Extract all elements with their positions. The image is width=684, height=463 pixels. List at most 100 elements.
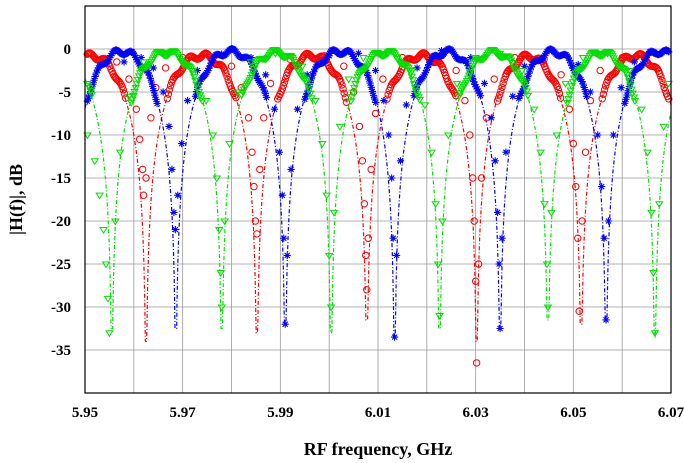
series-1-point bbox=[629, 71, 637, 79]
series-2-point bbox=[335, 123, 345, 131]
series-0-point bbox=[554, 85, 563, 94]
series-2-point bbox=[625, 78, 634, 86]
series-1-point bbox=[365, 75, 373, 83]
series-2-point bbox=[322, 192, 332, 200]
series-1-point bbox=[348, 50, 356, 58]
series-1-point bbox=[170, 208, 178, 216]
series-1-point bbox=[106, 54, 114, 62]
series-2-point bbox=[216, 270, 226, 277]
y-tick-label: -25 bbox=[51, 257, 71, 273]
series-0-point bbox=[334, 73, 343, 81]
series-1-point bbox=[372, 98, 380, 107]
series-1-point bbox=[391, 333, 399, 341]
series-0-point bbox=[371, 109, 380, 118]
series-2-point bbox=[190, 74, 199, 81]
series-2-point bbox=[433, 261, 443, 269]
series-2-point bbox=[304, 86, 314, 94]
series-1-point bbox=[366, 79, 374, 87]
series-1-point bbox=[369, 91, 378, 99]
series-1-point bbox=[463, 59, 471, 67]
series-0-point bbox=[474, 260, 483, 268]
series-2-point bbox=[431, 201, 440, 209]
series-1-point bbox=[137, 54, 145, 62]
series-1-point bbox=[594, 131, 602, 139]
series-2-point bbox=[326, 304, 336, 312]
series-1-point bbox=[259, 84, 267, 92]
series-1-point bbox=[564, 54, 573, 62]
x-tick-label: 6.03 bbox=[463, 405, 489, 421]
series-0-point bbox=[139, 191, 148, 199]
series-1-point bbox=[149, 82, 157, 90]
series-1-point bbox=[476, 92, 485, 100]
series-2-point bbox=[536, 149, 545, 157]
series-1-point bbox=[617, 84, 625, 92]
series-1-point bbox=[253, 74, 262, 83]
series-0-point bbox=[244, 114, 253, 122]
series-1-point bbox=[260, 86, 268, 94]
series-0-point bbox=[618, 53, 626, 62]
series-0-point bbox=[165, 86, 174, 94]
series-0-point bbox=[142, 174, 150, 182]
series-1-point bbox=[650, 49, 658, 57]
series-2-point bbox=[409, 81, 419, 88]
series-2-point bbox=[444, 132, 453, 140]
series-2-point bbox=[654, 201, 664, 209]
series-0-point bbox=[253, 230, 261, 238]
series-1-point bbox=[165, 122, 173, 130]
series-0-point bbox=[116, 78, 124, 87]
series-1-point bbox=[472, 83, 480, 91]
series-1-point bbox=[520, 82, 529, 90]
series-1-point bbox=[261, 89, 269, 97]
series-1-point bbox=[310, 68, 318, 76]
series-2-point bbox=[271, 50, 280, 58]
series-1-point bbox=[196, 77, 204, 85]
series-2-point bbox=[201, 98, 211, 105]
series-1-point bbox=[385, 131, 393, 139]
series-1-point bbox=[516, 92, 524, 100]
y-tick-label: -15 bbox=[51, 171, 71, 187]
series-0-point bbox=[218, 62, 227, 70]
y-tick-label: -10 bbox=[51, 128, 71, 144]
series-1-point bbox=[258, 82, 266, 90]
series-0-point bbox=[471, 277, 480, 285]
series-1-point bbox=[602, 316, 610, 324]
series-1-point bbox=[426, 58, 434, 66]
series-0-point bbox=[251, 217, 260, 225]
series-0-point bbox=[658, 76, 666, 84]
series-1-point bbox=[203, 69, 211, 77]
series-0-point bbox=[555, 89, 564, 98]
series-2-point bbox=[452, 80, 462, 88]
series-2-point bbox=[543, 304, 553, 312]
series-1-point bbox=[609, 131, 617, 139]
series-2-point bbox=[101, 261, 111, 269]
series-2-point bbox=[188, 70, 198, 78]
series-0-point bbox=[125, 75, 133, 83]
series-0-point bbox=[657, 73, 665, 81]
series-2-point bbox=[630, 98, 640, 105]
series-0-point bbox=[516, 55, 524, 64]
series-1-fit-line bbox=[85, 50, 671, 338]
series-0-point bbox=[362, 251, 370, 260]
series-2-point bbox=[214, 227, 224, 234]
series-2-point bbox=[87, 91, 97, 99]
series-1-point bbox=[153, 99, 161, 108]
series-1-point bbox=[495, 260, 503, 268]
series-0-point bbox=[498, 83, 506, 91]
y-tick-label: 0 bbox=[64, 42, 72, 58]
series-0-point bbox=[569, 139, 578, 148]
x-tick-label: 5.99 bbox=[267, 405, 293, 421]
series-2-point bbox=[626, 82, 635, 90]
series-2-point bbox=[212, 175, 222, 183]
series-1-point bbox=[422, 66, 431, 74]
x-axis-title: RF frequency, GHz bbox=[304, 439, 452, 459]
series-1-point bbox=[107, 51, 115, 60]
y-axis-title: |H(f)|, dB bbox=[6, 164, 27, 235]
series-0-point bbox=[232, 93, 240, 102]
measured-points bbox=[82, 45, 673, 367]
series-1-point bbox=[640, 58, 648, 66]
series-1-point bbox=[569, 64, 577, 72]
series-1-point bbox=[205, 64, 213, 72]
series-1-point bbox=[469, 74, 477, 83]
series-2-point bbox=[375, 51, 385, 59]
series-0-point bbox=[278, 85, 286, 93]
